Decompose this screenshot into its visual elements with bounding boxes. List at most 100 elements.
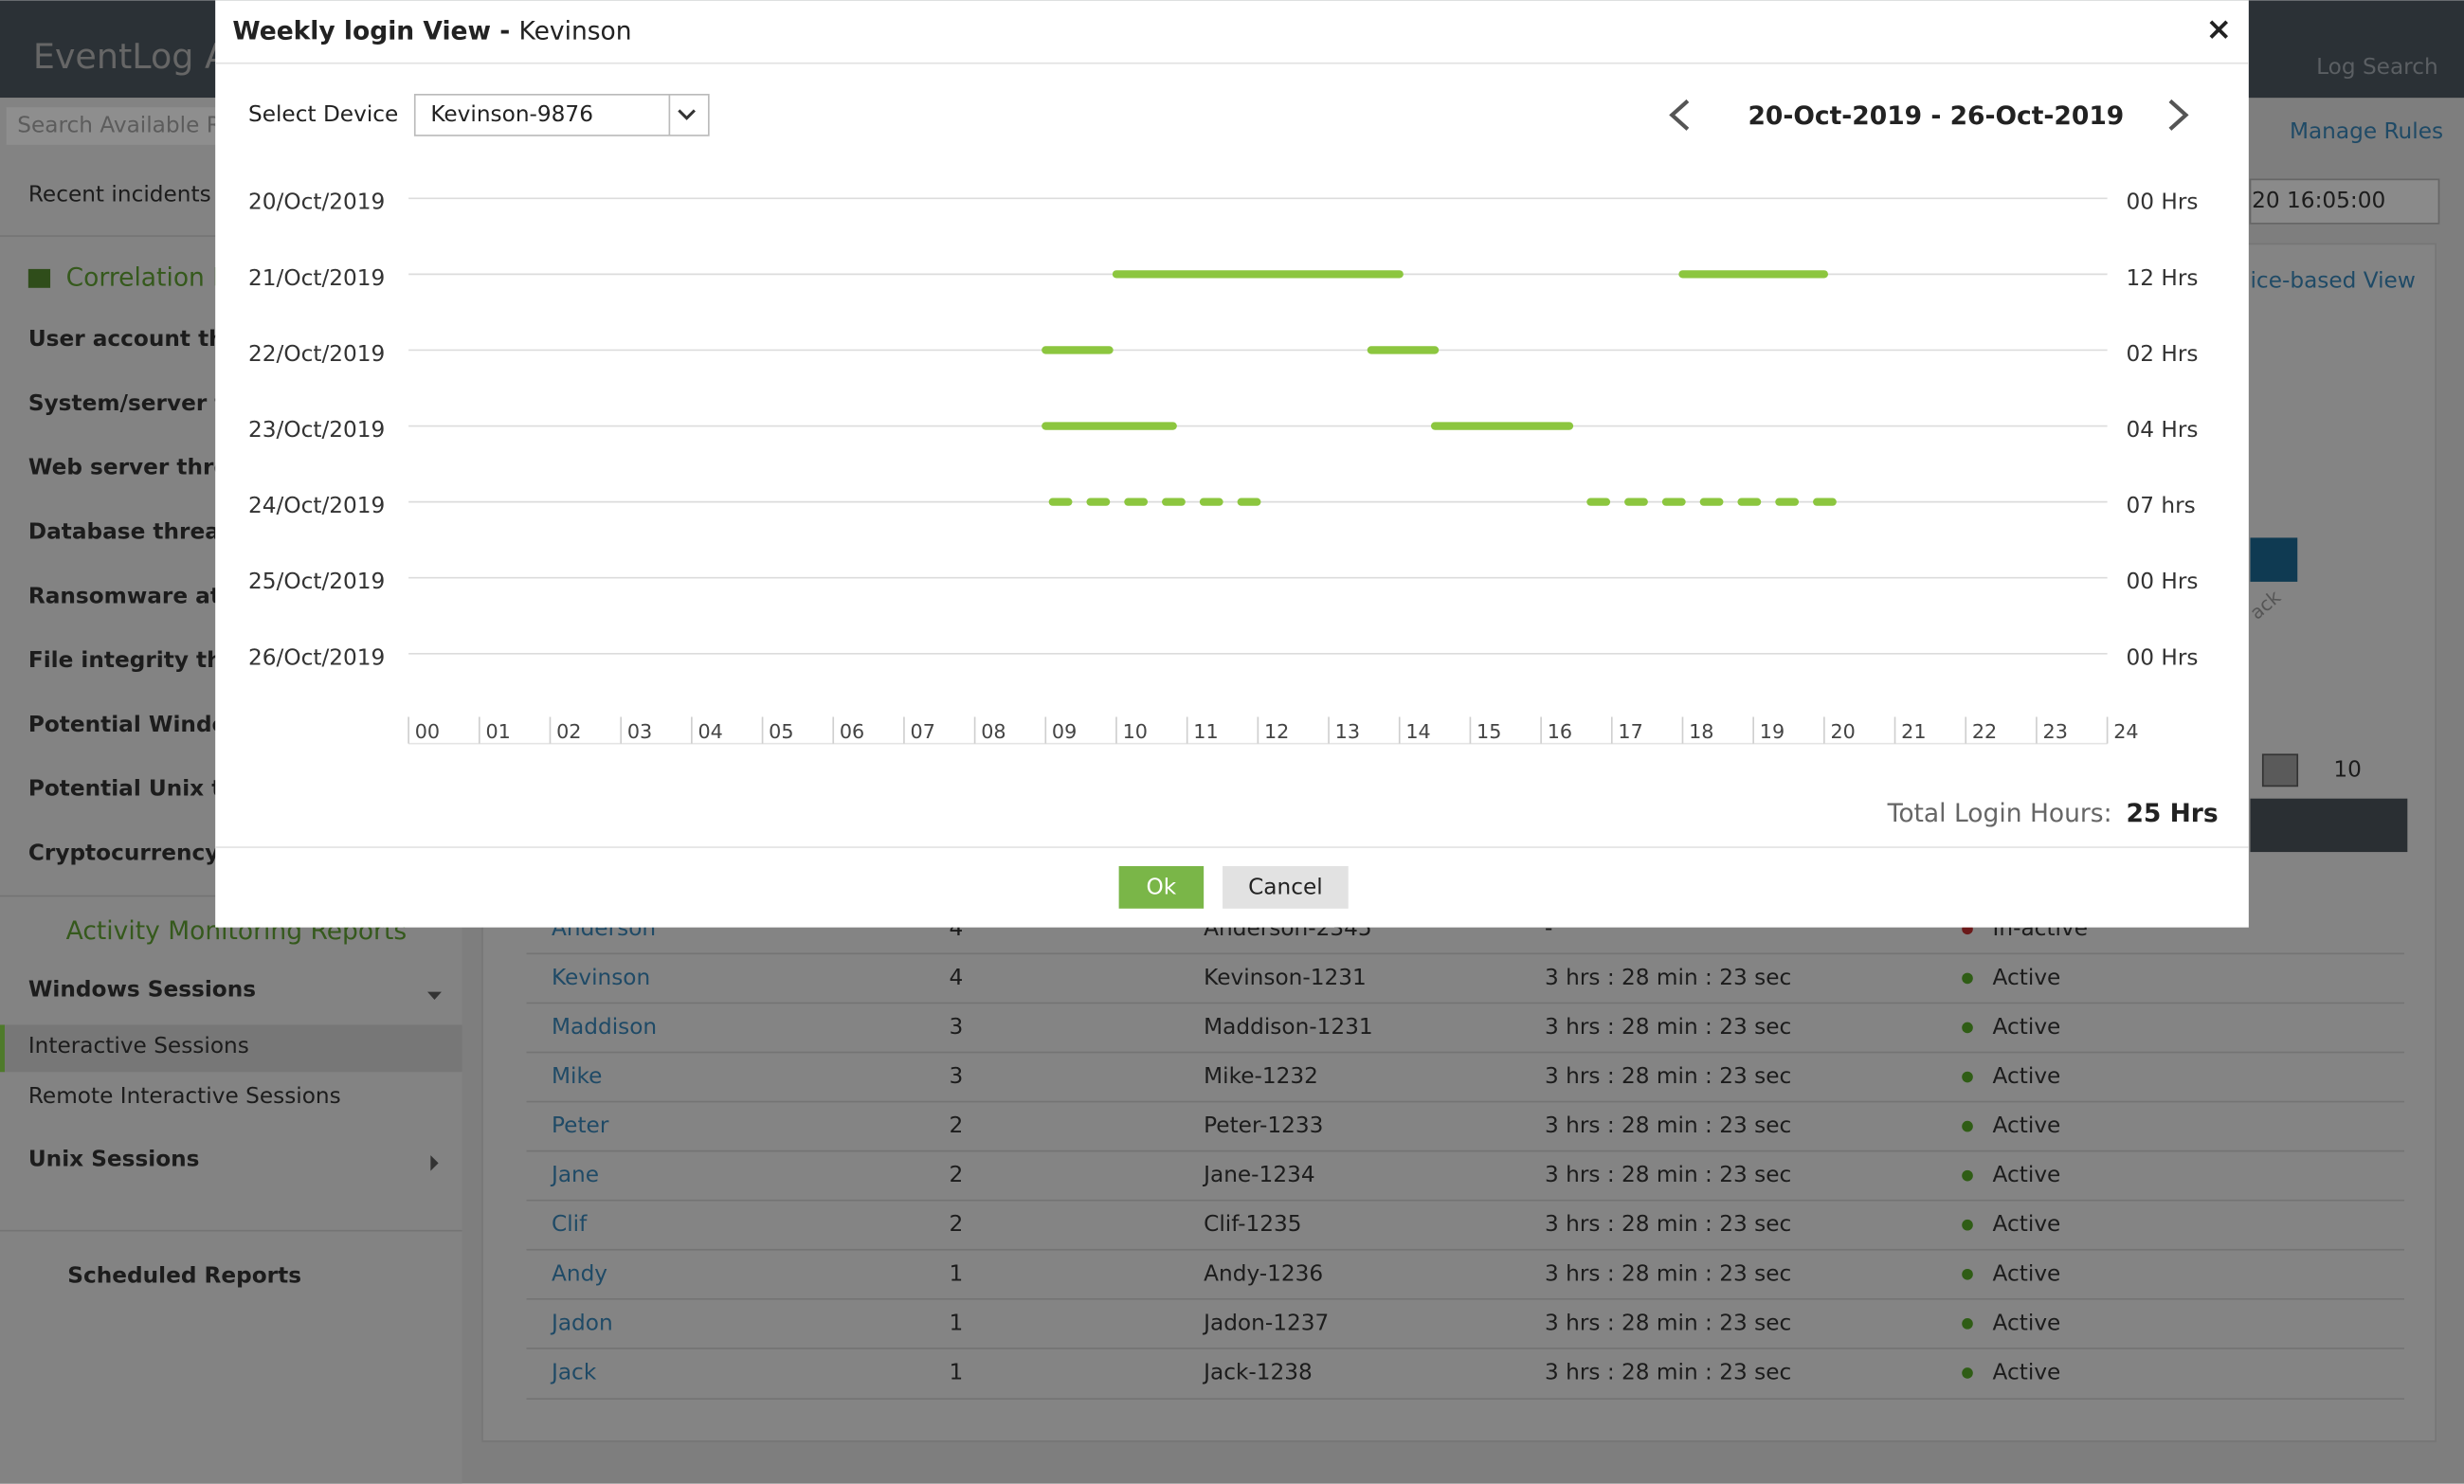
- table-cell: 1: [950, 1260, 964, 1286]
- select-arrow[interactable]: [678, 109, 696, 120]
- x-tick-label: 14: [1405, 720, 1430, 743]
- table-cell: Maddison: [552, 1014, 657, 1040]
- x-tick-label: 11: [1193, 720, 1218, 743]
- x-tick-label: 07: [911, 720, 935, 743]
- table-cell: Jane-1234: [1202, 1162, 1314, 1187]
- table-cell: Clif: [552, 1211, 588, 1237]
- status-dot: [1962, 1071, 1973, 1083]
- x-tick-label: 08: [981, 720, 1006, 743]
- title-text: Weekly login View -: [232, 16, 510, 45]
- row-label: 24/Oct/2019: [248, 493, 385, 518]
- manage-rules-link: Manage Rules: [2290, 118, 2443, 144]
- recent-incidents: Recent incidents: [28, 181, 211, 207]
- table-cell: Peter: [552, 1113, 609, 1138]
- ok-button[interactable]: [1118, 865, 1205, 909]
- selected-item: [0, 1024, 462, 1073]
- table-header: [2250, 798, 2408, 853]
- table-cell: 3 hrs : 28 min : 23 sec: [1545, 1310, 1791, 1335]
- table-cell: Andy-1236: [1204, 1260, 1323, 1286]
- table-cell: 3: [950, 1063, 964, 1089]
- status-dot: [1962, 1268, 1973, 1280]
- x-tick-label: 22: [1972, 720, 1997, 743]
- total-label: Total Login Hours:: [1887, 799, 2112, 828]
- table-cell: Maddison-1231: [1204, 1014, 1373, 1040]
- table-cell: Active: [1993, 1113, 2061, 1138]
- x-tick-label: 16: [1548, 720, 1572, 743]
- brand: EventLog A: [33, 36, 228, 77]
- row-total: 12 Hrs: [2126, 265, 2198, 291]
- total-value: 25 Hrs: [2126, 799, 2218, 828]
- timeline-chart: 20/Oct/2019 00 Hrs 21/Oct/2019 12 Hrs 22/Oct…: [248, 190, 2198, 745]
- section-title: Correlation R: [66, 262, 230, 292]
- cancel-button[interactable]: [1223, 865, 1349, 909]
- date-sep: -: [1930, 101, 1941, 131]
- table-cell: 2: [950, 1113, 964, 1138]
- modal: [215, 0, 2249, 928]
- table-cell: 3 hrs : 28 min : 23 sec: [1545, 1162, 1791, 1187]
- search-box: [6, 107, 226, 145]
- table-cell: Jane: [550, 1162, 599, 1187]
- x-tick-label: 03: [627, 720, 652, 743]
- x-tick-label: 21: [1901, 720, 1926, 743]
- status-dot: [1962, 1318, 1973, 1330]
- x-tick-label: 10: [1123, 720, 1148, 743]
- time-field[interactable]: [2249, 178, 2440, 225]
- search-placeholder: Search Available R: [17, 113, 222, 138]
- table-cell: Active: [1993, 1359, 2061, 1384]
- x-tick-label: 13: [1335, 720, 1360, 743]
- x-tick-label: 24: [2113, 720, 2138, 743]
- menu-group: Unix Sessions: [28, 1147, 200, 1172]
- x-tick-label: 01: [485, 720, 510, 743]
- table-cell: 3 hrs : 28 min : 23 sec: [1545, 1014, 1791, 1040]
- status-dot: [1962, 1219, 1973, 1231]
- table-cell: 3 hrs : 28 min : 23 sec: [1545, 1211, 1791, 1237]
- device-label: Select Device: [248, 101, 398, 127]
- date-range: 20-Oct-2019 - 26-Oct-2019: [1748, 101, 2124, 131]
- x-tick-label: 04: [698, 720, 723, 743]
- row-total: 00 Hrs: [2126, 190, 2198, 215]
- row-label: 20/Oct/2019: [248, 190, 385, 215]
- x-tick-label: 23: [2043, 720, 2068, 743]
- device-select[interactable]: [413, 94, 710, 136]
- next-week[interactable]: [2168, 99, 2189, 131]
- close-button[interactable]: ×: [2205, 9, 2232, 46]
- prev-week[interactable]: [1669, 99, 1690, 131]
- date-to: 26-Oct-2019: [1950, 101, 2125, 131]
- table-cell: 2: [950, 1162, 964, 1187]
- table-cell: Jadon: [550, 1310, 613, 1335]
- ok-label: Ok: [1147, 875, 1177, 900]
- x-tick-label: 09: [1052, 720, 1077, 743]
- caret: [427, 991, 442, 1000]
- table-cell: Kevinson: [552, 965, 650, 990]
- chart-icon: [27, 268, 51, 288]
- table-cell: Mike-1232: [1204, 1063, 1318, 1089]
- menu-item: Remote Interactive Sessions: [28, 1083, 341, 1109]
- x-tick-label: 12: [1264, 720, 1289, 743]
- row-label: 25/Oct/2019: [248, 569, 385, 594]
- table-cell: Peter-1233: [1204, 1113, 1323, 1138]
- caret: [430, 1155, 439, 1171]
- table-cell: Active: [1993, 1162, 2061, 1187]
- table-cell: 3 hrs : 28 min : 23 sec: [1545, 1063, 1791, 1089]
- table-cell: Mike: [552, 1063, 602, 1089]
- row-total: 04 Hrs: [2126, 417, 2198, 443]
- next-page-button[interactable]: [2261, 753, 2299, 787]
- table-cell: Active: [1993, 1310, 2061, 1335]
- x-tick-label: 06: [840, 720, 864, 743]
- table-cell: Jack-1238: [1202, 1359, 1313, 1384]
- x-tick-label: 18: [1689, 720, 1713, 743]
- log-search: Log Search: [2316, 54, 2438, 80]
- x-tick-label: 00: [415, 720, 440, 743]
- status-dot: [1962, 1120, 1973, 1132]
- user-name: Kevinson: [519, 16, 632, 45]
- table-cell: 3 hrs : 28 min : 23 sec: [1545, 1113, 1791, 1138]
- table-cell: -: [1545, 915, 1552, 941]
- selected-marker: [0, 1024, 5, 1073]
- row-total: 02 Hrs: [2126, 341, 2198, 367]
- row-label: 26/Oct/2019: [248, 644, 385, 670]
- menu-item: Cryptocurrency: [28, 841, 220, 866]
- table-cell: Jadon-1237: [1202, 1310, 1329, 1335]
- status-dot: [1962, 972, 1973, 985]
- date-from: 20-Oct-2019: [1748, 101, 1922, 131]
- status-dot: [1962, 1022, 1973, 1034]
